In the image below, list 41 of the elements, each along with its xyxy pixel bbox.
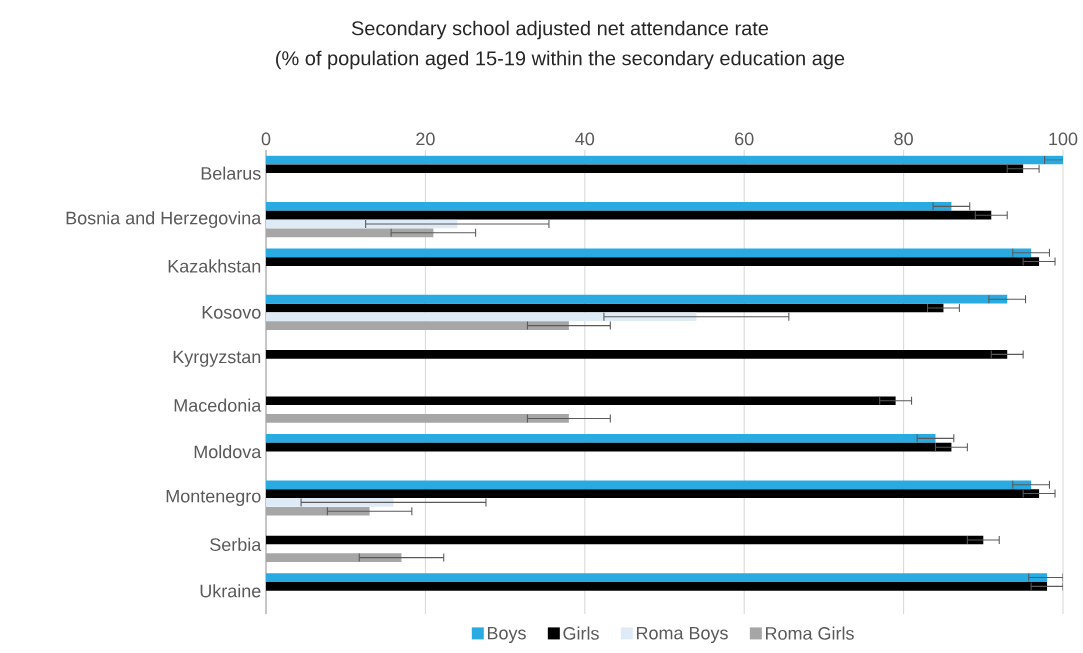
y-tick-label: Serbia — [210, 537, 262, 551]
bar — [266, 350, 1008, 359]
bar — [266, 164, 1024, 174]
y-tick-label: Ukraine — [200, 584, 261, 598]
bar — [266, 202, 952, 211]
bar — [266, 248, 1032, 258]
x-tick-label: 80 — [894, 132, 913, 146]
chart-title: Secondary school adjusted net attendance rate — [351, 20, 769, 40]
bar — [266, 396, 896, 406]
bar — [266, 498, 394, 507]
legend-label: Girls — [563, 626, 599, 640]
x-tick-label: 100 — [1049, 132, 1078, 146]
bar — [266, 434, 936, 443]
bar — [266, 442, 952, 452]
legend-label: Roma Boys — [636, 626, 728, 644]
bar — [266, 257, 1040, 266]
y-tick-label: Kyrgyzstan — [173, 350, 261, 367]
y-tick-label: Kazakhstan — [168, 259, 261, 273]
bar — [266, 303, 944, 313]
y-tick-label: Kosovo — [202, 306, 261, 319]
legend-label: Boys — [487, 626, 526, 644]
bar — [266, 535, 984, 545]
y-tick-label: Bosnia and Herzegovina — [66, 211, 262, 228]
y-tick-label: Belarus — [201, 166, 261, 180]
y-tick-label: Montenegro — [166, 489, 261, 507]
bar — [266, 573, 1048, 582]
x-tick-label: 40 — [575, 132, 595, 146]
bar — [266, 155, 1063, 165]
x-tick-label: 20 — [416, 132, 435, 146]
bar — [266, 294, 1008, 304]
bar — [266, 480, 1032, 490]
y-tick-label: Macedonia — [174, 398, 262, 412]
legend-label: Roma Girls — [766, 626, 854, 640]
chart-subtitle: (% of population aged 15-19 within the secondary education age — [276, 50, 845, 70]
bar — [266, 582, 1048, 591]
bar — [266, 210, 992, 220]
x-tick-label: 0 — [261, 132, 271, 146]
x-tick-label: 60 — [735, 132, 754, 146]
bar — [266, 312, 697, 322]
y-tick-label: Moldova — [194, 444, 262, 459]
bar — [266, 489, 1040, 498]
